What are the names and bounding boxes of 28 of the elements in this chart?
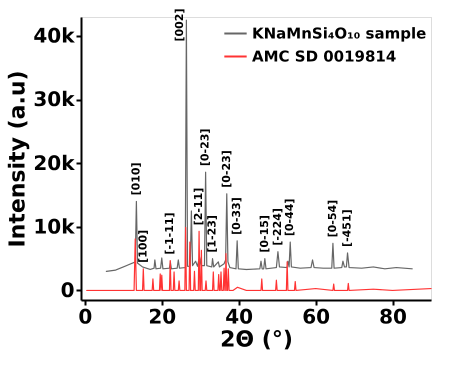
annotation: [-1-11]	[163, 212, 176, 255]
y-tick-label: 30k	[33, 87, 76, 112]
x-tick-label: 60	[302, 304, 330, 328]
annotation: [-451]	[340, 209, 354, 247]
annotation: [2-11]	[192, 188, 206, 226]
annotation: [0-23]	[220, 150, 233, 188]
x-tick-label: 40	[225, 304, 254, 328]
annotation: [002]	[173, 8, 186, 42]
y-tick-label: 10k	[33, 214, 76, 238]
x-tick-label: 80	[379, 304, 407, 328]
x-axis-title: 2Θ (°)	[220, 328, 293, 352]
y-tick-label: 40k	[33, 24, 76, 48]
annotation: [0-33]	[230, 197, 244, 235]
annotation: [0-54]	[326, 200, 339, 238]
annotation: [0-23]	[198, 128, 212, 166]
x-tick-label: 0	[78, 304, 92, 328]
legend-label: AMC SD 0019814	[252, 48, 396, 66]
y-tick-label: 0	[60, 278, 74, 302]
annotation: [0-44]	[283, 198, 296, 236]
annotation: [010]	[129, 162, 142, 196]
annotation: [1-23]	[206, 215, 219, 253]
y-axis-title: Intensity (a.u)	[5, 70, 30, 248]
x-tick-label: 20	[148, 304, 176, 328]
legend-label: KNaMnSi₄O₁₀ sample	[252, 24, 426, 42]
annotation: [100]	[136, 230, 150, 263]
annotation: [0-15]	[258, 215, 271, 253]
y-tick-label: 20k	[33, 150, 76, 175]
annotation: [-224]	[270, 208, 284, 246]
